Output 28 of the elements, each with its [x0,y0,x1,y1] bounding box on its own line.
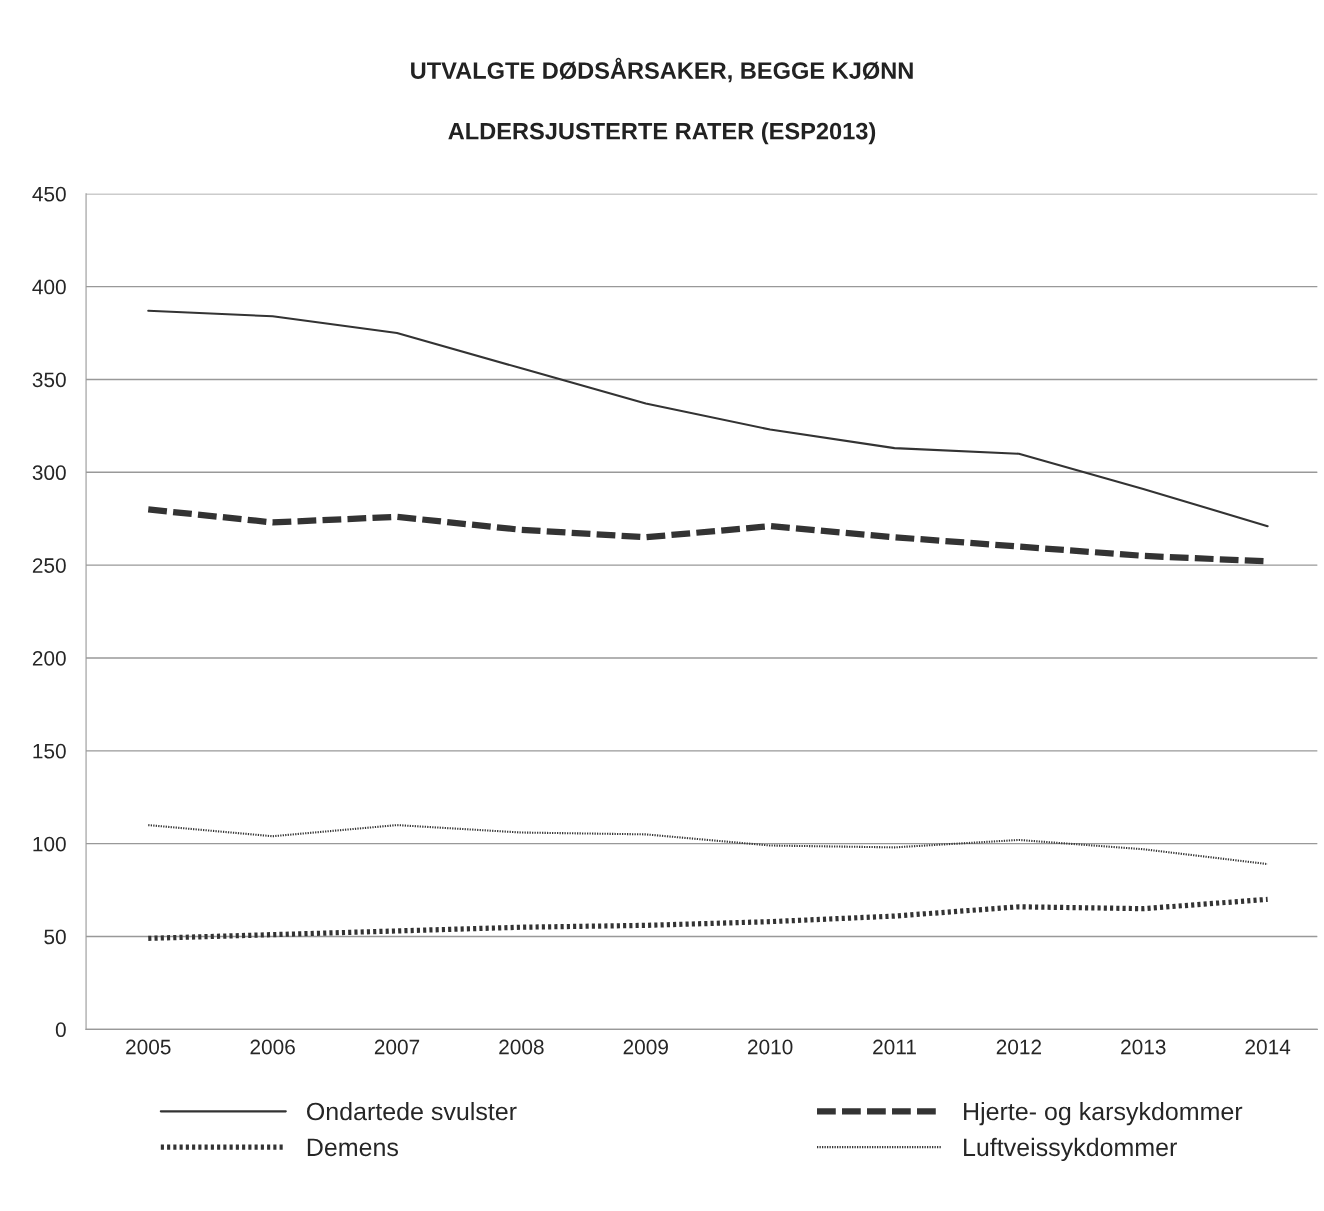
y-tick-label: 450 [32,186,66,202]
line-series [147,309,1269,528]
x-tick-label: 2013 [1121,1039,1166,1055]
x-tick-label: 2009 [623,1039,668,1055]
legend-label: Hjerte- og karsykdommer [964,1101,1243,1126]
x-tick-label: 2008 [499,1039,544,1055]
x-tick-label: 2011 [873,1039,916,1055]
legend-label: Demens [307,1138,398,1157]
y-tick-label: 350 [32,372,66,388]
x-tick-label: 2005 [126,1039,171,1055]
legend-label: Luftveissykdommer [964,1137,1177,1162]
y-tick-label: 400 [32,279,66,295]
line-series [147,824,1269,866]
x-tick-label: 2014 [1245,1039,1291,1055]
y-tick-label: 250 [32,558,66,573]
y-tick-label: 100 [33,836,66,852]
y-tick-label: 300 [32,465,66,481]
x-tick-label: 2007 [374,1039,420,1055]
chart-subtitle: ALDERSJUSTERTE RATER (ESP2013) [448,122,876,145]
x-tick-label: 2010 [748,1039,793,1055]
y-tick-label: 0 [55,1022,66,1038]
y-tick-label: 50 [44,929,66,945]
chart-title: UTVALGTE DØDSÅRSAKER, BEGGE KJØNN [411,57,913,83]
legend-label: Ondartede svulster [307,1101,517,1121]
x-tick-label: 2012 [996,1039,1042,1055]
y-tick-label: 200 [32,650,66,666]
y-tick-label: 150 [33,743,66,759]
x-tick-label: 2006 [250,1039,295,1055]
